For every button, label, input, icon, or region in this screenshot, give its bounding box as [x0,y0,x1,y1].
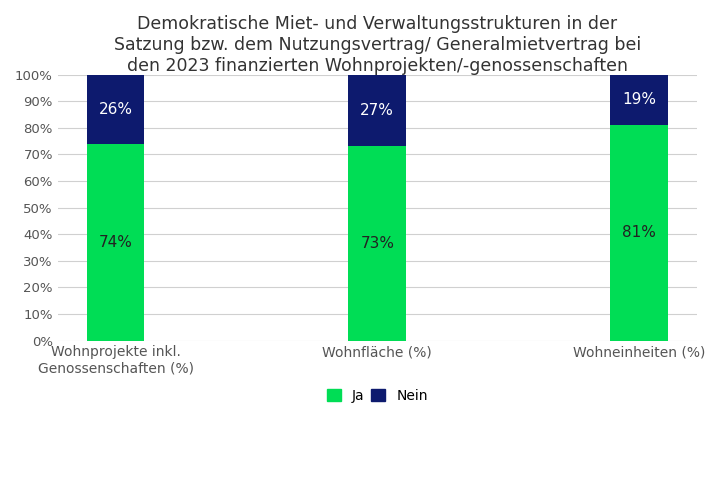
Text: 19%: 19% [622,93,656,107]
Text: 73%: 73% [361,236,394,251]
Text: 81%: 81% [622,225,656,241]
Bar [610,75,668,125]
Bar [348,75,406,147]
Bar [87,144,145,341]
Bar [610,125,668,341]
Text: 74%: 74% [99,235,132,249]
Legend: Ja, Nein: Ja, Nein [321,383,433,408]
Bar [348,147,406,341]
Bar [87,75,145,144]
Text: 26%: 26% [99,101,132,117]
Title: Demokratische Miet- und Verwaltungsstrukturen in der
Satzung bzw. dem Nutzungsve: Demokratische Miet- und Verwaltungsstruk… [113,15,641,75]
Text: 27%: 27% [361,103,394,118]
